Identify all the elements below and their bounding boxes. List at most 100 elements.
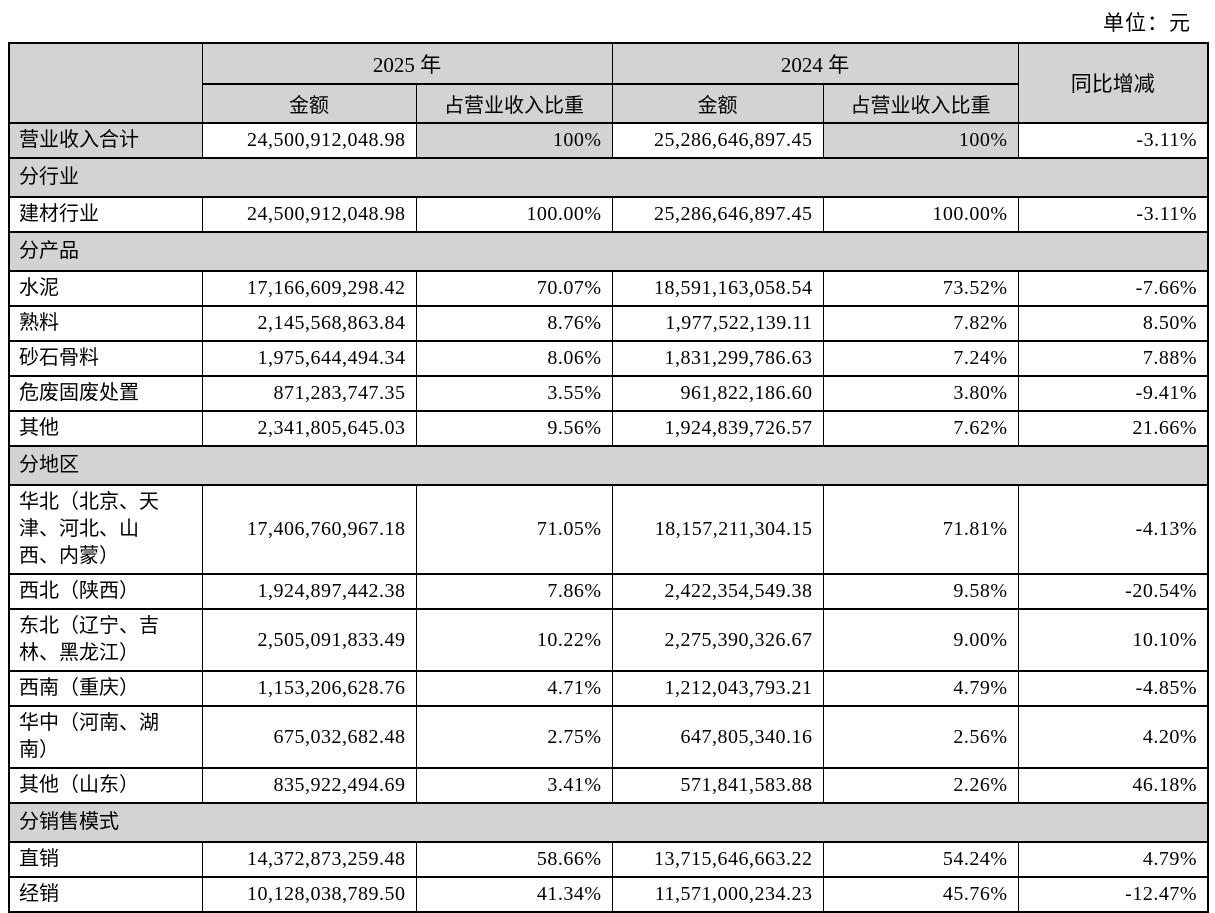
yoy-cell: -7.66%	[1017, 270, 1209, 307]
amount-2025-cell: 24,500,912,048.98	[201, 122, 417, 159]
amount-2024-cell: 2,275,390,326.67	[611, 608, 824, 672]
table-row: 砂石骨料 1,975,644,494.34 8.06% 1,831,299,78…	[8, 340, 1209, 377]
revenue-breakdown-table: 2025 年 2024 年 同比增减 金额 占营业收入比重 金额 占营业收入比重…	[8, 42, 1209, 913]
header-ratio-2024: 占营业收入比重	[822, 83, 1019, 124]
ratio-2025-cell: 100.00%	[415, 196, 613, 233]
row-label: 其他	[8, 410, 203, 447]
row-label: 其他（山东）	[8, 767, 203, 804]
yoy-cell: 4.79%	[1017, 841, 1209, 878]
row-label: 西北（陕西）	[8, 573, 203, 610]
ratio-2025-cell: 3.41%	[415, 767, 613, 804]
section-row-industry: 分行业	[8, 157, 1209, 198]
header-year-row: 2025 年 2024 年 同比增减	[8, 42, 1209, 124]
section-label: 分行业	[8, 157, 1209, 198]
amount-2025-cell: 1,153,206,628.76	[201, 670, 417, 707]
ratio-2024-cell: 4.79%	[822, 670, 1019, 707]
yoy-cell: 10.10%	[1017, 608, 1209, 672]
row-label: 建材行业	[8, 196, 203, 233]
amount-2024-cell: 647,805,340.16	[611, 705, 824, 769]
ratio-2024-cell: 9.00%	[822, 608, 1019, 672]
table-row: 熟料 2,145,568,863.84 8.76% 1,977,522,139.…	[8, 305, 1209, 342]
section-row-product: 分产品	[8, 231, 1209, 272]
amount-2025-cell: 24,500,912,048.98	[201, 196, 417, 233]
ratio-2024-cell: 100.00%	[822, 196, 1019, 233]
amount-2024-cell: 1,831,299,786.63	[611, 340, 824, 377]
row-label: 熟料	[8, 305, 203, 342]
amount-2024-cell: 571,841,583.88	[611, 767, 824, 804]
ratio-2024-cell: 2.56%	[822, 705, 1019, 769]
header-amount-2025: 金额	[201, 83, 417, 124]
amount-2025-cell: 17,166,609,298.42	[201, 270, 417, 307]
amount-2025-cell: 1,924,897,442.38	[201, 573, 417, 610]
table-row: 东北（辽宁、吉林、黑龙江） 2,505,091,833.49 10.22% 2,…	[8, 608, 1209, 672]
row-label: 营业收入合计	[8, 122, 203, 159]
amount-2025-cell: 10,128,038,789.50	[201, 876, 417, 913]
header-yoy: 同比增减	[1017, 42, 1209, 124]
amount-2025-cell: 871,283,747.35	[201, 375, 417, 412]
row-label: 华中（河南、湖南）	[8, 705, 203, 769]
ratio-2024-cell: 71.81%	[822, 484, 1019, 575]
table-row: 华中（河南、湖南） 675,032,682.48 2.75% 647,805,3…	[8, 705, 1209, 769]
table-row: 建材行业 24,500,912,048.98 100.00% 25,286,64…	[8, 196, 1209, 233]
yoy-cell: -12.47%	[1017, 876, 1209, 913]
ratio-2024-cell: 73.52%	[822, 270, 1019, 307]
ratio-2024-cell: 2.26%	[822, 767, 1019, 804]
row-label: 华北（北京、天津、河北、山西、内蒙）	[8, 484, 203, 575]
amount-2024-cell: 18,157,211,304.15	[611, 484, 824, 575]
section-row-sales-mode: 分销售模式	[8, 802, 1209, 843]
ratio-2025-cell: 10.22%	[415, 608, 613, 672]
table-row: 西南（重庆） 1,153,206,628.76 4.71% 1,212,043,…	[8, 670, 1209, 707]
amount-2025-cell: 675,032,682.48	[201, 705, 417, 769]
yoy-cell: -4.85%	[1017, 670, 1209, 707]
ratio-2025-cell: 4.71%	[415, 670, 613, 707]
amount-2024-cell: 2,422,354,549.38	[611, 573, 824, 610]
ratio-2024-cell: 9.58%	[822, 573, 1019, 610]
table-row: 直销 14,372,873,259.48 58.66% 13,715,646,6…	[8, 841, 1209, 878]
amount-2024-cell: 1,212,043,793.21	[611, 670, 824, 707]
row-label: 经销	[8, 876, 203, 913]
yoy-cell: -4.13%	[1017, 484, 1209, 575]
header-sub-row: 金额 占营业收入比重 金额 占营业收入比重	[9, 83, 1208, 124]
ratio-2025-cell: 41.34%	[415, 876, 613, 913]
corner-cell	[8, 42, 203, 124]
header-ratio-2025: 占营业收入比重	[415, 83, 613, 124]
section-label: 分地区	[8, 445, 1209, 486]
header-year-2024: 2024 年	[611, 42, 1019, 85]
ratio-2024-cell: 7.82%	[822, 305, 1019, 342]
row-label: 危废固废处置	[8, 375, 203, 412]
yoy-cell: -9.41%	[1017, 375, 1209, 412]
row-label: 西南（重庆）	[8, 670, 203, 707]
amount-2024-cell: 18,591,163,058.54	[611, 270, 824, 307]
table-row: 其他 2,341,805,645.03 9.56% 1,924,839,726.…	[8, 410, 1209, 447]
amount-2025-cell: 2,341,805,645.03	[201, 410, 417, 447]
ratio-2025-cell: 58.66%	[415, 841, 613, 878]
amount-2025-cell: 835,922,494.69	[201, 767, 417, 804]
ratio-2024-cell: 7.24%	[822, 340, 1019, 377]
amount-2025-cell: 2,505,091,833.49	[201, 608, 417, 672]
ratio-2024-cell: 45.76%	[822, 876, 1019, 913]
amount-2025-cell: 14,372,873,259.48	[201, 841, 417, 878]
amount-2025-cell: 17,406,760,967.18	[201, 484, 417, 575]
amount-2024-cell: 961,822,186.60	[611, 375, 824, 412]
row-label: 砂石骨料	[8, 340, 203, 377]
table-row: 经销 10,128,038,789.50 41.34% 11,571,000,2…	[8, 876, 1209, 913]
row-label: 直销	[8, 841, 203, 878]
ratio-2025-cell: 8.06%	[415, 340, 613, 377]
table-row: 其他（山东） 835,922,494.69 3.41% 571,841,583.…	[8, 767, 1209, 804]
unit-label: 单位：元	[1103, 11, 1191, 35]
amount-2024-cell: 25,286,646,897.45	[611, 122, 824, 159]
amount-2024-cell: 13,715,646,663.22	[611, 841, 824, 878]
ratio-2025-cell: 100%	[415, 122, 613, 159]
ratio-2024-cell: 7.62%	[822, 410, 1019, 447]
yoy-cell: 46.18%	[1017, 767, 1209, 804]
ratio-2025-cell: 8.76%	[415, 305, 613, 342]
yoy-cell: 7.88%	[1017, 340, 1209, 377]
yoy-cell: -3.11%	[1017, 196, 1209, 233]
ratio-2025-cell: 3.55%	[415, 375, 613, 412]
row-label: 东北（辽宁、吉林、黑龙江）	[8, 608, 203, 672]
amount-2025-cell: 1,975,644,494.34	[201, 340, 417, 377]
amount-2024-cell: 1,977,522,139.11	[611, 305, 824, 342]
amount-2024-cell: 25,286,646,897.45	[611, 196, 824, 233]
table-row: 危废固废处置 871,283,747.35 3.55% 961,822,186.…	[8, 375, 1209, 412]
section-label: 分销售模式	[8, 802, 1209, 843]
